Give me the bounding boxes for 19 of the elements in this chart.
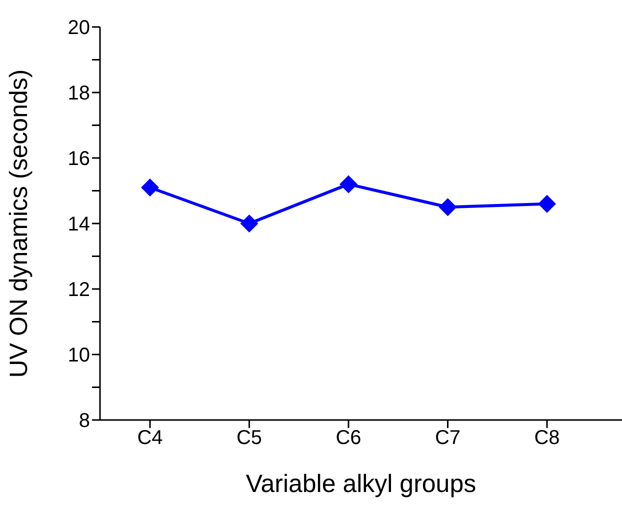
y-tick-label: 18 (68, 82, 90, 105)
y-axis-title: UV ON dynamics (seconds) (4, 69, 33, 378)
y-tick-label: 20 (68, 17, 90, 40)
x-tick-label: C7 (434, 427, 461, 450)
point (538, 194, 556, 213)
y-tick-label: 14 (68, 214, 90, 236)
y-tick-label: 16 (68, 148, 90, 170)
x-tick-label: C8 (534, 427, 560, 450)
x-tick-label: C6 (336, 427, 362, 450)
point (340, 175, 358, 194)
y-tick-label: 10 (68, 344, 90, 367)
point (438, 198, 457, 216)
y-tick-label: 12 (68, 279, 90, 302)
point (141, 178, 159, 196)
point (240, 214, 258, 232)
x-tick-label: C4 (137, 427, 163, 450)
y-tick-label: 8 (78, 410, 90, 432)
x-axis-title: Variable alkyl groups (246, 470, 476, 498)
x-tick-label: C5 (236, 427, 262, 450)
